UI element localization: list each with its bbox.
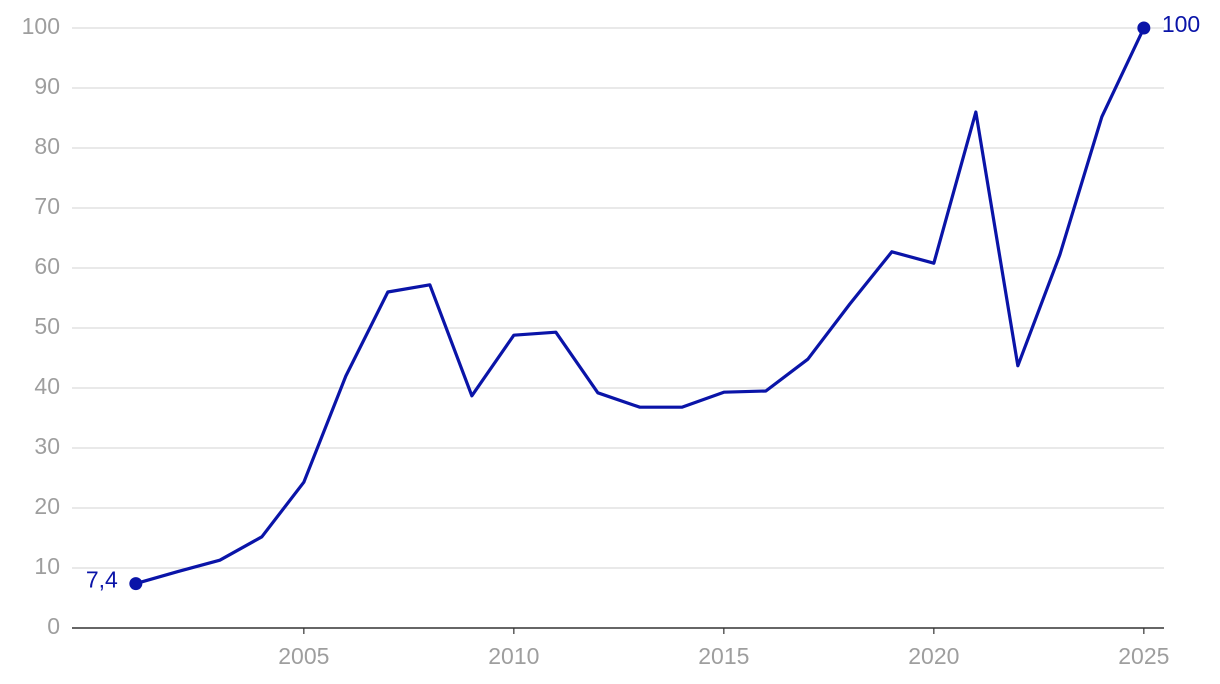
value-label: 100: [1162, 11, 1200, 37]
y-tick-label: 80: [34, 133, 60, 159]
y-tick-label: 50: [34, 313, 60, 339]
y-tick-label: 30: [34, 433, 60, 459]
y-tick-label: 100: [22, 13, 60, 39]
end-marker: [129, 577, 143, 591]
x-tick-label: 2025: [1118, 643, 1169, 669]
y-tick-label: 20: [34, 493, 60, 519]
y-tick-label: 10: [34, 553, 60, 579]
y-tick-label: 60: [34, 253, 60, 279]
y-tick-label: 0: [47, 613, 60, 639]
x-tick-label: 2005: [278, 643, 329, 669]
y-tick-label: 70: [34, 193, 60, 219]
x-tick-label: 2020: [908, 643, 959, 669]
y-tick-label: 90: [34, 73, 60, 99]
value-label: 7,4: [86, 567, 118, 593]
line: [135, 27, 1146, 586]
y-tick-label: 40: [34, 373, 60, 399]
end-marker: [1137, 21, 1151, 35]
x-tick-label: 2010: [488, 643, 539, 669]
x-tick-label: 2015: [698, 643, 749, 669]
